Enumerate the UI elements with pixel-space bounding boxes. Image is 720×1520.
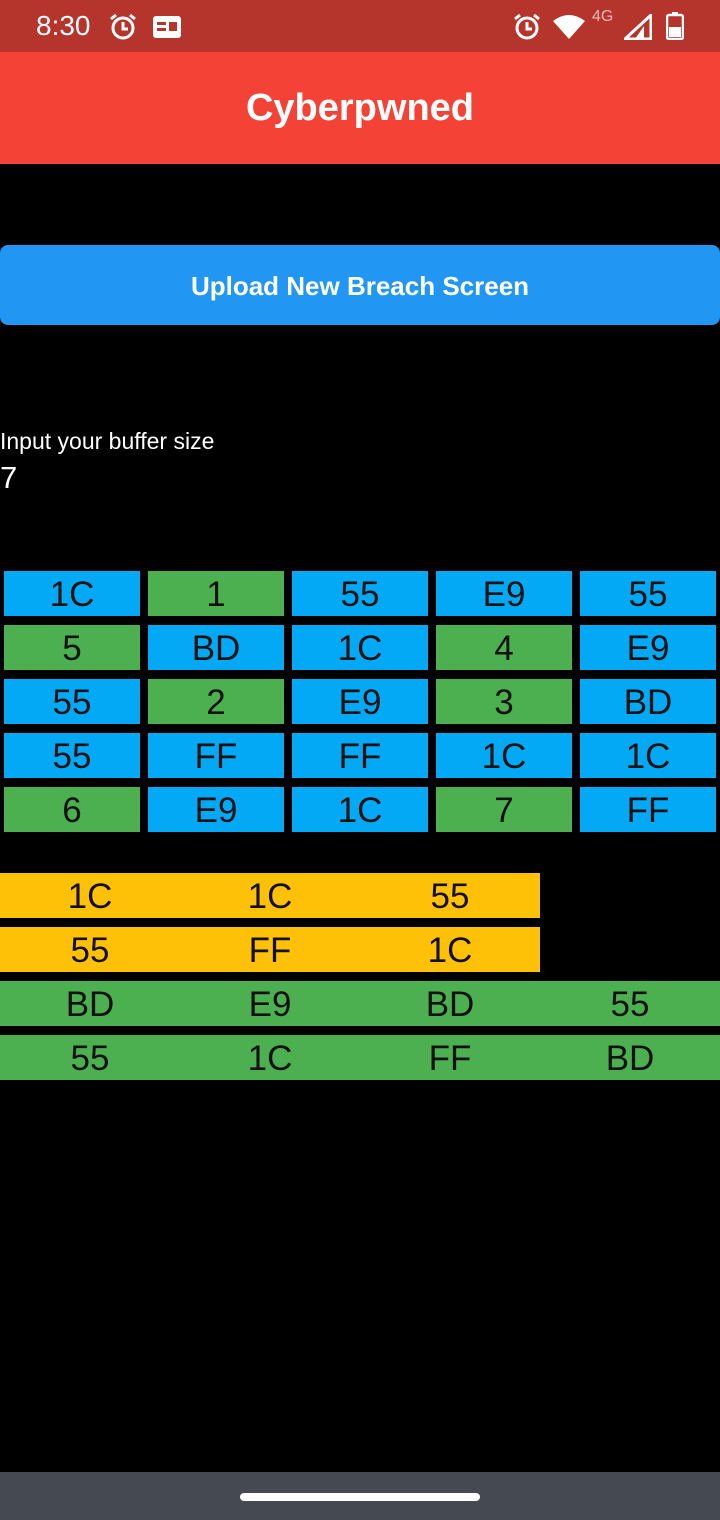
code-matrix: 1C 1 55 E9 55 5 BD 1C 4 E9 55 2 E9 3 BD 55 FF FF 1C 1C 6 E9 1C… bbox=[4, 571, 720, 841]
upload-breach-screen-button[interactable]: Upload New Breach Screen bbox=[0, 245, 720, 325]
status-time: 8:30 bbox=[36, 10, 91, 41]
sequence-cell: 55 bbox=[70, 931, 110, 970]
matrix-cell[interactable]: 1C bbox=[436, 733, 572, 778]
matrix-cell[interactable]: 7 bbox=[436, 787, 572, 832]
alarm-icon bbox=[512, 12, 542, 47]
matrix-cell[interactable]: 55 bbox=[4, 733, 140, 778]
matrix-cell[interactable]: E9 bbox=[436, 571, 572, 616]
network-type: 4G bbox=[592, 8, 614, 25]
buffer-size-input[interactable]: 7 bbox=[0, 460, 18, 495]
matrix-cell[interactable]: 2 bbox=[148, 679, 284, 724]
matrix-cell[interactable]: FF bbox=[292, 733, 428, 778]
navigation-bar bbox=[0, 1472, 720, 1520]
sequence-cell: 55 bbox=[610, 985, 650, 1024]
matrix-row: 55 FF FF 1C 1C bbox=[4, 733, 720, 778]
matrix-cell[interactable]: 1C bbox=[292, 625, 428, 670]
matrix-cell[interactable]: 6 bbox=[4, 787, 140, 832]
matrix-cell[interactable]: E9 bbox=[292, 679, 428, 724]
matrix-cell[interactable]: 55 bbox=[292, 571, 428, 616]
matrix-cell[interactable]: 55 bbox=[4, 679, 140, 724]
matrix-cell[interactable]: 1C bbox=[4, 571, 140, 616]
sequence-cell: FF bbox=[248, 931, 292, 970]
buffer-size-label: Input your buffer size bbox=[0, 428, 215, 454]
matrix-cell[interactable]: 5 bbox=[4, 625, 140, 670]
sequence-cell: 1C bbox=[67, 877, 113, 916]
sequence-cell: FF bbox=[428, 1039, 472, 1078]
matrix-cell[interactable]: 4 bbox=[436, 625, 572, 670]
sequence-cell: E9 bbox=[248, 985, 292, 1024]
sequence-cell: 1C bbox=[427, 931, 473, 970]
battery-icon bbox=[665, 12, 685, 45]
matrix-cell[interactable]: 1C bbox=[292, 787, 428, 832]
matrix-cell[interactable]: FF bbox=[580, 787, 716, 832]
matrix-row: 6 E9 1C 7 FF bbox=[4, 787, 720, 832]
sequence-cell: 1C bbox=[247, 1039, 293, 1078]
sequence-row: 55 1C FF BD bbox=[0, 1035, 720, 1080]
sequence-cell: 1C bbox=[247, 877, 293, 916]
id-card-icon bbox=[152, 14, 182, 45]
sequence-list: 1C 1C 55 55 FF 1C BD E9 BD 55 55 1C FF BD bbox=[0, 873, 720, 1089]
app-title: Cyberpwned bbox=[245, 87, 475, 129]
wifi-icon bbox=[552, 14, 586, 45]
matrix-row: 5 BD 1C 4 E9 bbox=[4, 625, 720, 670]
cell-signal-icon bbox=[621, 11, 653, 45]
sequence-cell: BD bbox=[65, 985, 115, 1024]
matrix-cell[interactable]: BD bbox=[148, 625, 284, 670]
matrix-cell[interactable]: 1C bbox=[580, 733, 716, 778]
matrix-cell[interactable]: FF bbox=[148, 733, 284, 778]
matrix-cell[interactable]: 3 bbox=[436, 679, 572, 724]
sequence-row: BD E9 BD 55 bbox=[0, 981, 720, 1026]
matrix-cell[interactable]: E9 bbox=[580, 625, 716, 670]
sequence-row: 1C 1C 55 bbox=[0, 873, 540, 918]
alarm-icon bbox=[108, 12, 138, 47]
sequence-cell: 55 bbox=[70, 1039, 110, 1078]
matrix-cell[interactable]: 1 bbox=[148, 571, 284, 616]
matrix-cell[interactable]: BD bbox=[580, 679, 716, 724]
matrix-cell[interactable]: 55 bbox=[580, 571, 716, 616]
matrix-cell[interactable]: E9 bbox=[148, 787, 284, 832]
sequence-cell: 55 bbox=[430, 877, 470, 916]
status-bar: 8:30 4G bbox=[0, 0, 720, 52]
app-bar: Cyberpwned bbox=[0, 52, 720, 164]
sequence-cell: BD bbox=[605, 1039, 655, 1078]
sequence-row: 55 FF 1C bbox=[0, 927, 540, 972]
home-gesture-handle[interactable] bbox=[240, 1493, 480, 1501]
matrix-row: 1C 1 55 E9 55 bbox=[4, 571, 720, 616]
sequence-cell: BD bbox=[425, 985, 475, 1024]
matrix-row: 55 2 E9 3 BD bbox=[4, 679, 720, 724]
